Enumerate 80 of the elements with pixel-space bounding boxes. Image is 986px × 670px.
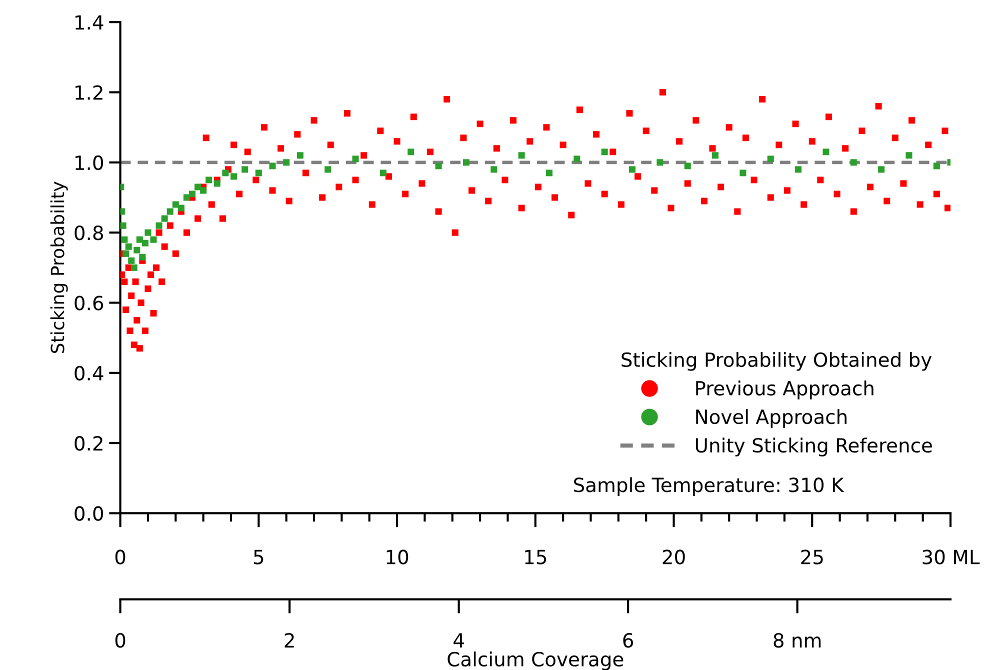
y-tick-label: 1.4 [76, 15, 104, 30]
x2-tick-label: 6 [623, 633, 634, 648]
point [206, 176, 212, 184]
x2-tick-label: 4 [454, 633, 464, 648]
point [230, 173, 238, 180]
point [214, 180, 220, 187]
legend-label: Unity Sticking Reference [696, 438, 932, 456]
x-tick-label: 30 ML [922, 550, 980, 564]
x2-tick-label: 8 nm [774, 633, 821, 648]
point [144, 229, 152, 236]
point [156, 222, 162, 229]
y-tick-label: 0.0 [74, 506, 104, 521]
point [408, 148, 414, 156]
point [684, 162, 691, 170]
point [242, 166, 248, 173]
point [296, 152, 304, 159]
point [656, 159, 664, 166]
legend-label: Novel Approach [696, 409, 846, 428]
point [878, 166, 885, 173]
point [324, 166, 332, 173]
point [269, 162, 276, 170]
point [352, 156, 359, 162]
point [518, 152, 525, 159]
point [139, 254, 146, 260]
y-axis-title: Sticking Probability [50, 182, 68, 353]
point [933, 162, 940, 170]
point [120, 222, 126, 229]
point [121, 236, 128, 243]
point [122, 250, 130, 257]
point [166, 208, 174, 215]
point [188, 190, 196, 198]
point [255, 170, 262, 176]
point [222, 170, 229, 176]
x-tick-label: 20 [662, 550, 685, 564]
point [490, 166, 498, 173]
point [546, 170, 552, 176]
y-tick-label: 0.4 [74, 366, 104, 381]
point [462, 159, 470, 166]
point [161, 215, 168, 222]
point [136, 236, 143, 243]
y-tick-label: 0.8 [74, 226, 103, 240]
point [601, 148, 608, 156]
x2-tick-label: 2 [284, 633, 294, 648]
point [200, 187, 207, 194]
point [629, 166, 636, 173]
y-tick-label: 0.6 [74, 296, 104, 310]
point [380, 170, 386, 176]
point [134, 246, 140, 254]
x-tick-label: 25 [801, 550, 823, 564]
y-tick-label: 1.2 [76, 85, 102, 100]
point [767, 156, 774, 162]
x2-tick-label: 0 [115, 633, 126, 648]
x-tick-label: 10 [386, 550, 408, 564]
point [130, 264, 138, 271]
x-tick-label: 15 [525, 550, 546, 564]
point [172, 201, 179, 208]
annotation: Sample Temperature: 310 K [574, 477, 844, 496]
point [850, 159, 857, 166]
point [740, 170, 746, 176]
point [283, 159, 290, 166]
point [183, 194, 190, 201]
point [906, 152, 912, 159]
y-tick-label: 0.2 [74, 436, 102, 451]
legend-label: Previous Approach [696, 380, 874, 400]
point [822, 148, 830, 156]
point [142, 240, 148, 246]
point [150, 236, 157, 243]
point [178, 204, 184, 212]
point [125, 243, 132, 250]
point [712, 152, 719, 159]
x-tick-label: 5 [254, 550, 264, 564]
y-tick-label: 1.0 [76, 155, 104, 170]
point [435, 162, 442, 170]
point [194, 184, 202, 190]
x-tick-label: 0 [115, 550, 126, 564]
point [574, 156, 580, 162]
point [128, 257, 135, 264]
legend-title: Sticking Probability Obtained by [622, 352, 932, 371]
point [795, 166, 802, 173]
x2-axis-title: Calcium Coverage [448, 651, 624, 670]
